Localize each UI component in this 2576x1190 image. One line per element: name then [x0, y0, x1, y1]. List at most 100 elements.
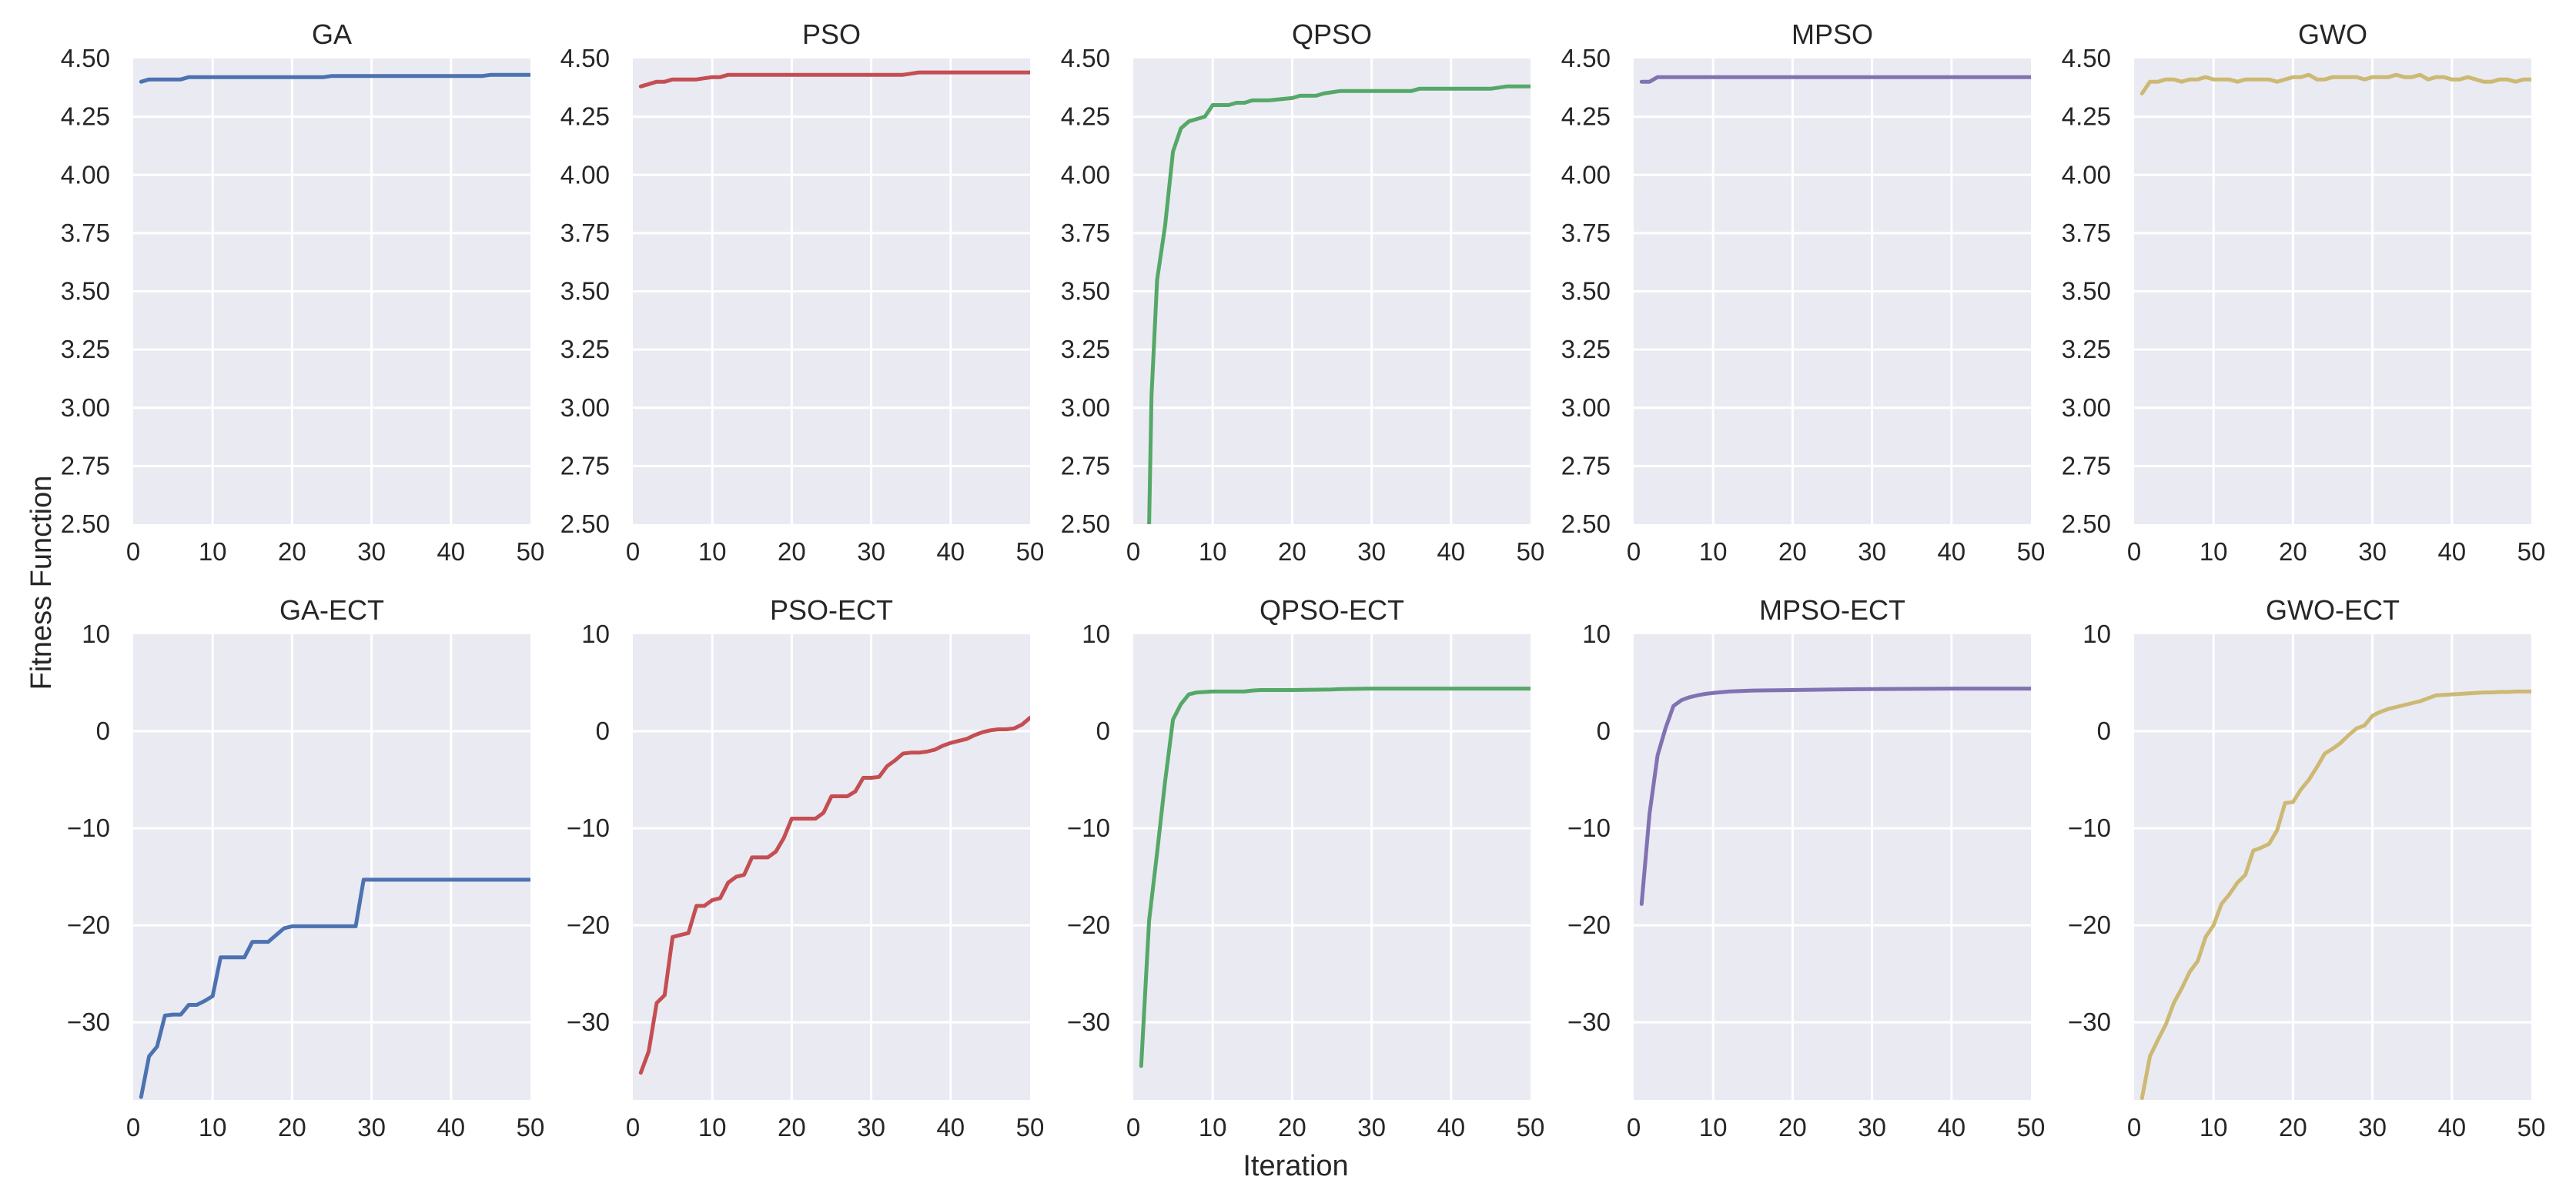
subplot-title: MPSO-ECT	[1759, 594, 1905, 626]
y-tick-label: 0	[1096, 717, 1110, 745]
x-tick-label: 10	[698, 1113, 727, 1142]
y-tick-label: 4.25	[560, 102, 610, 131]
x-tick-label: 50	[2517, 537, 2546, 566]
y-tick-label: 3.25	[1561, 335, 1611, 363]
y-tick-label: 4.00	[2062, 160, 2111, 189]
y-tick-label: 3.75	[2062, 219, 2111, 247]
series-line-ga-ect	[139, 877, 530, 1099]
y-axis-title: Fitness Function	[25, 476, 58, 690]
x-tick-label: 30	[2358, 1113, 2387, 1142]
y-tick-label: 4.50	[2062, 44, 2111, 72]
subplot-ga: 0 10 20 30 40 50 2.50 2.75 3.00 3.25 3.50 3.75 4.00 4…	[61, 18, 545, 566]
y-tick-label: −20	[1567, 911, 1611, 939]
x-tick-label: 10	[199, 537, 227, 566]
y-tick-label: −20	[1067, 911, 1110, 939]
series-line-ga	[139, 72, 530, 84]
x-tick-label: 50	[517, 537, 545, 566]
y-tick-label: 2.50	[1061, 510, 1110, 538]
x-tick-label: 30	[857, 537, 885, 566]
x-tick-label: 40	[936, 537, 965, 566]
x-tick-label: 0	[1627, 1113, 1641, 1142]
x-tick-label: 50	[1517, 1113, 1545, 1142]
x-tick-label: 40	[1937, 1113, 1965, 1142]
x-tick-label: 30	[1858, 537, 1886, 566]
y-tick-label: 4.50	[1561, 44, 1611, 72]
y-tick-label: 2.75	[1561, 451, 1611, 480]
series-line-mpso	[1639, 75, 2031, 84]
y-tick-label: 10	[1582, 620, 1611, 648]
y-tick-label: 3.50	[1061, 277, 1110, 306]
y-tick-label: −10	[1567, 814, 1611, 842]
y-tick-label: 3.25	[2062, 335, 2111, 363]
y-tick-label: 4.00	[1561, 160, 1611, 189]
x-tick-label: 40	[936, 1113, 965, 1142]
y-tick-label: 2.75	[1061, 451, 1110, 480]
y-tick-label: 3.75	[61, 219, 110, 247]
subplot-title: GA-ECT	[279, 594, 384, 626]
series-line-qpso-ect	[1139, 687, 1531, 1068]
y-tick-label: 3.50	[560, 277, 610, 306]
y-tick-label: 4.50	[1061, 44, 1110, 72]
y-tick-label: 10	[82, 620, 110, 648]
y-tick-label: 2.50	[560, 510, 610, 538]
x-tick-label: 10	[1199, 1113, 1227, 1142]
y-tick-label: −10	[2068, 814, 2111, 842]
y-tick-label: 3.50	[61, 277, 110, 306]
y-tick-label: −30	[1567, 1008, 1611, 1036]
y-tick-label: 4.25	[2062, 102, 2111, 131]
subplot-pso: 0 10 20 30 40 50 2.50 2.75 3.00 3.25 3.50 3.75 4.00 4…	[560, 18, 1045, 566]
x-tick-label: 40	[2437, 537, 2466, 566]
x-tick-label: 10	[2200, 537, 2228, 566]
subplot-grid: 0 10 20 30 40 50 2.50 2.75 3.00 3.25 3.50 3.75 4.00 4…	[61, 18, 2546, 1142]
series-line-qpso	[1147, 84, 1531, 524]
x-tick-label: 50	[2017, 1113, 2046, 1142]
x-tick-label: 40	[2437, 1113, 2466, 1142]
x-tick-label: 20	[1278, 537, 1306, 566]
x-tick-label: 10	[1699, 1113, 1728, 1142]
y-tick-label: 3.00	[560, 393, 610, 422]
subplot-gwo: 0 10 20 30 40 50 2.50 2.75 3.00 3.25 3.50 3.75 4.00 4…	[2062, 18, 2546, 566]
y-tick-label: 3.50	[1561, 277, 1611, 306]
x-tick-label: 50	[1517, 537, 1545, 566]
x-tick-label: 0	[2127, 1113, 2141, 1142]
subplot-title: QPSO	[1292, 18, 1372, 50]
y-tick-label: −20	[567, 911, 610, 939]
series-line-pso-ect	[638, 715, 1030, 1075]
x-tick-label: 20	[1778, 537, 1807, 566]
x-tick-label: 20	[2279, 537, 2307, 566]
x-tick-label: 50	[2017, 537, 2046, 566]
x-tick-label: 0	[1126, 537, 1140, 566]
x-tick-label: 0	[2127, 537, 2141, 566]
x-tick-label: 30	[857, 1113, 885, 1142]
y-tick-label: 2.50	[2062, 510, 2111, 538]
subplot-mpso-ect: 0 10 20 30 40 50 −30 −20 −10 0 10 MPSO-ECT	[1567, 594, 2045, 1142]
x-tick-label: 10	[2200, 1113, 2228, 1142]
y-tick-label: 4.50	[560, 44, 610, 72]
y-tick-label: −10	[1067, 814, 1110, 842]
x-tick-label: 50	[517, 1113, 545, 1142]
x-axis-title: Iteration	[1243, 1150, 1348, 1182]
series-line-gwo-ect	[2139, 689, 2531, 1100]
x-tick-label: 20	[1278, 1113, 1306, 1142]
plot-area	[633, 634, 1030, 1100]
subplot-mpso: 0 10 20 30 40 50 2.50 2.75 3.00 3.25 3.50 3.75 4.00 4…	[1561, 18, 2046, 566]
x-tick-label: 30	[1357, 1113, 1386, 1142]
y-tick-label: 3.50	[2062, 277, 2111, 306]
y-tick-label: 3.00	[2062, 393, 2111, 422]
x-tick-label: 40	[1437, 1113, 1465, 1142]
plot-area	[1634, 634, 2031, 1100]
subplot-qpso-ect: 0 10 20 30 40 50 −30 −20 −10 0 10 QPSO-ECT	[1067, 594, 1544, 1142]
x-tick-label: 0	[126, 1113, 140, 1142]
y-tick-label: 4.00	[560, 160, 610, 189]
series-line-gwo	[2139, 72, 2531, 95]
x-tick-label: 50	[1016, 537, 1045, 566]
y-tick-label: 2.50	[61, 510, 110, 538]
y-tick-label: 2.75	[560, 451, 610, 480]
x-tick-label: 30	[357, 537, 386, 566]
x-tick-label: 0	[626, 537, 640, 566]
x-tick-label: 0	[1627, 537, 1641, 566]
plot-area	[1133, 634, 1531, 1100]
x-tick-label: 20	[778, 537, 806, 566]
